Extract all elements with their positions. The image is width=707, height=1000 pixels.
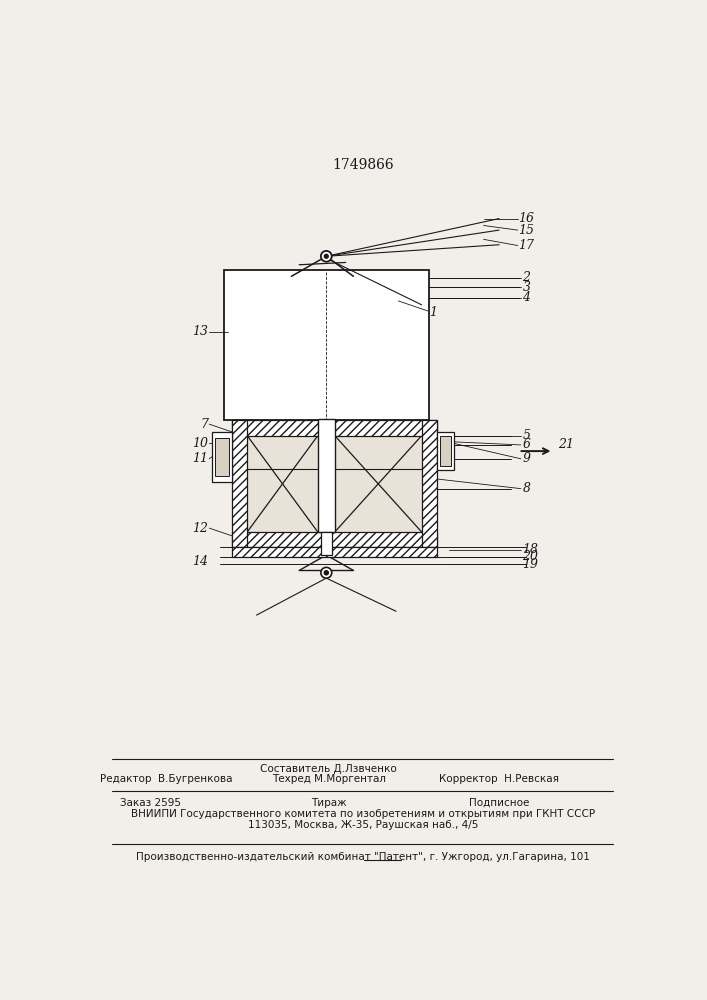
Text: Корректор  Н.Ревская: Корректор Н.Ревская: [439, 774, 559, 784]
Text: Редактор  В.Бугренкова: Редактор В.Бугренкова: [100, 774, 232, 784]
Bar: [317, 419, 335, 532]
Text: 3: 3: [522, 281, 530, 294]
Text: 6: 6: [522, 438, 530, 451]
Text: Заказ 2595: Заказ 2595: [120, 798, 181, 808]
Bar: [212, 432, 232, 482]
Bar: [440, 436, 451, 466]
Text: 14: 14: [192, 555, 209, 568]
Bar: [224, 270, 429, 420]
Text: 5: 5: [522, 429, 530, 442]
Bar: [437, 432, 454, 470]
Bar: [216, 438, 228, 476]
Text: 4: 4: [522, 291, 530, 304]
Text: 11: 11: [192, 452, 209, 465]
Text: 10: 10: [192, 437, 209, 450]
Text: 13: 13: [192, 325, 209, 338]
Text: 15: 15: [518, 224, 534, 237]
Bar: [232, 420, 437, 436]
Text: 1: 1: [429, 306, 438, 319]
Text: 20: 20: [522, 550, 538, 563]
Text: 16: 16: [518, 212, 534, 225]
Text: 21: 21: [558, 438, 574, 451]
Text: 2: 2: [522, 271, 530, 284]
Text: 18: 18: [522, 543, 538, 556]
Bar: [321, 532, 332, 555]
Circle shape: [325, 254, 328, 258]
Text: ВНИИПИ Государственного комитета по изобретениям и открытиям при ГКНТ СССР: ВНИИПИ Государственного комитета по изоб…: [131, 809, 595, 819]
Text: 113035, Москва, Ж-35, Раушская наб., 4/5: 113035, Москва, Ж-35, Раушская наб., 4/5: [247, 820, 478, 830]
Circle shape: [325, 571, 328, 575]
Text: 9: 9: [522, 452, 530, 465]
Text: 17: 17: [518, 239, 534, 252]
Circle shape: [321, 567, 332, 578]
Bar: [232, 420, 247, 547]
Bar: [421, 420, 437, 547]
Text: 8: 8: [522, 482, 530, 495]
Text: 19: 19: [522, 558, 538, 571]
Text: 1749866: 1749866: [332, 158, 394, 172]
Text: 12: 12: [192, 522, 209, 535]
Text: Тираж: Тираж: [311, 798, 346, 808]
Text: 7: 7: [201, 418, 209, 431]
Text: Составитель Д.Лзвченко: Составитель Д.Лзвченко: [260, 764, 397, 774]
Text: Подписное: Подписное: [469, 798, 530, 808]
Bar: [232, 547, 437, 557]
Text: Техред М.Моргентал: Техред М.Моргентал: [271, 774, 385, 784]
Text: Производственно-издательский комбинат "Патент", г. Ужгород, ул.Гагарина, 101: Производственно-издательский комбинат "П…: [136, 852, 590, 861]
Circle shape: [321, 251, 332, 262]
Bar: [247, 436, 421, 532]
Bar: [232, 532, 437, 547]
